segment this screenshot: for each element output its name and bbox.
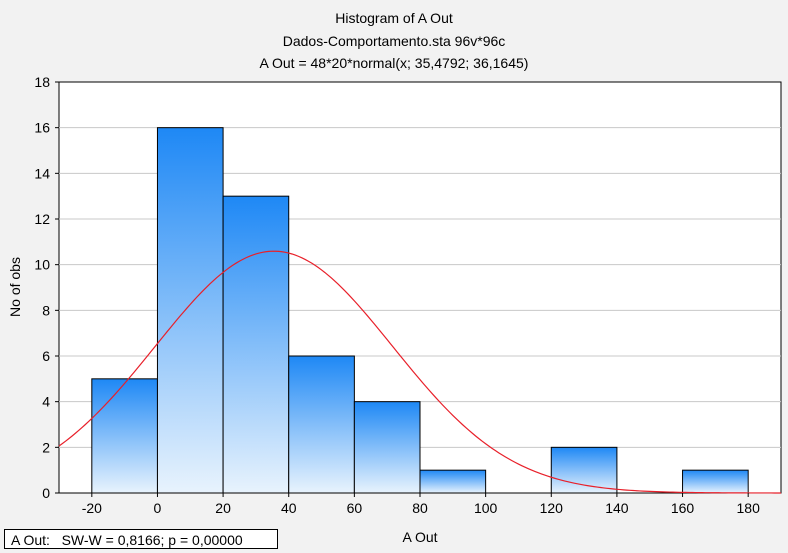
x-tick-label-2: 20 (215, 500, 231, 516)
y-tick-label-6: 12 (34, 211, 50, 227)
y-tick-label-1: 2 (42, 439, 50, 455)
bar-2 (222, 195, 290, 494)
x-tick-label-1: 0 (154, 500, 162, 516)
bar-7 (550, 446, 618, 494)
shapiro-wilk-stats: A Out: SW-W = 0,8166; p = 0,00000 (4, 529, 278, 549)
normal-fit-curve (58, 250, 781, 494)
chart-title: Histogram of A Out (335, 10, 453, 26)
x-tick-label-5: 80 (412, 500, 428, 516)
y-tick-label-8: 16 (34, 120, 50, 136)
x-tick-label-0: -20 (82, 500, 102, 516)
x-tick-label-7: 120 (540, 500, 564, 516)
y-tick-label-2: 4 (42, 394, 50, 410)
x-tick-label-6: 100 (474, 500, 498, 516)
bar-4 (353, 401, 421, 494)
x-tick-label-3: 40 (281, 500, 297, 516)
bar-9 (682, 469, 749, 494)
x-axis-label: A Out (402, 529, 437, 545)
chart-subtitle-2: A Out = 48*20*normal(x; 35,4792; 36,1645… (260, 55, 529, 71)
chart-subtitle-1: Dados-Comportamento.sta 96v*96c (283, 33, 506, 49)
bar-0 (91, 378, 158, 494)
bar-5 (419, 469, 487, 494)
bar-1 (156, 127, 224, 494)
y-axis-ticks: 0 2 4 6 8 10 12 14 16 18 (34, 74, 59, 501)
y-tick-label-7: 14 (34, 165, 50, 181)
y-tick-label-9: 18 (34, 74, 50, 90)
y-tick-label-5: 10 (34, 257, 50, 273)
x-tick-label-8: 140 (605, 500, 629, 516)
y-tick-label-0: 0 (42, 485, 50, 501)
y-tick-label-3: 6 (42, 348, 50, 364)
x-tick-label-9: 160 (671, 500, 695, 516)
x-tick-label-10: 180 (737, 500, 761, 516)
x-axis-ticks: -20 0 20 40 60 80 100 120 140 160 180 (82, 493, 760, 516)
y-tick-label-4: 8 (42, 302, 50, 318)
y-axis-label: No of obs (7, 257, 23, 317)
x-tick-label-4: 60 (347, 500, 363, 516)
bar-3 (288, 355, 355, 494)
